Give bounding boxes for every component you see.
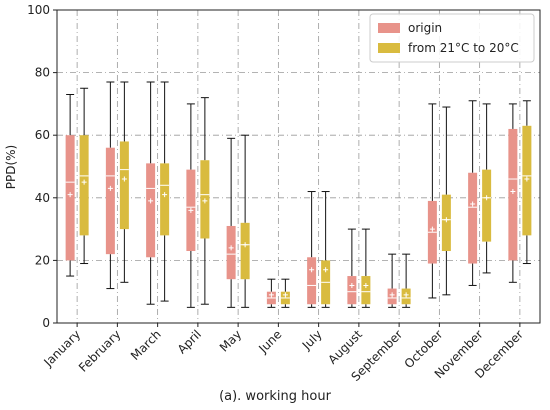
- y-tick-label: 40: [35, 191, 50, 205]
- box-iqr: [347, 276, 357, 305]
- box-origin: [307, 191, 317, 308]
- y-axis-label: PPD(%): [4, 145, 18, 189]
- box-origin: [427, 103, 437, 299]
- legend-label-origin: origin: [408, 21, 442, 35]
- x-tick-label: April: [175, 327, 204, 356]
- plot-frame: [56, 9, 541, 324]
- box-shifted: [361, 228, 371, 308]
- box-iqr: [146, 163, 156, 258]
- y-tick-label: 0: [42, 316, 50, 330]
- figure-caption: (a). working hour: [219, 389, 331, 404]
- x-tick-label: July: [299, 327, 325, 353]
- legend-label-shifted: from 21°C to 20°C: [408, 41, 519, 55]
- y-tick-label: 20: [35, 253, 50, 267]
- mean-marker: [107, 185, 113, 191]
- box-iqr: [482, 169, 492, 242]
- box-iqr: [307, 257, 317, 305]
- mean-marker: [228, 245, 234, 251]
- mean-marker: [349, 282, 355, 288]
- box-iqr: [79, 135, 89, 236]
- legend-swatch-origin: [378, 23, 400, 33]
- mean-marker: [282, 292, 288, 298]
- mean-marker: [309, 267, 315, 273]
- mean-marker: [443, 217, 449, 223]
- box-origin: [65, 94, 75, 277]
- x-tick-label: May: [217, 327, 244, 354]
- box-iqr: [226, 225, 236, 280]
- legend: origin from 21°C to 20°C: [369, 13, 535, 63]
- box-origin: [266, 278, 276, 308]
- x-tick-label: August: [325, 327, 365, 367]
- box-origin: [186, 103, 196, 308]
- mean-marker: [323, 267, 329, 273]
- box-origin: [508, 103, 518, 283]
- legend-box: [369, 13, 535, 63]
- box-shifted: [240, 134, 250, 308]
- mean-marker: [188, 207, 194, 213]
- box-iqr: [105, 147, 115, 255]
- mean-marker: [148, 198, 154, 204]
- box-iqr: [508, 128, 518, 261]
- y-tick-label: 80: [35, 66, 50, 80]
- mean-marker: [242, 242, 248, 248]
- box-origin: [347, 228, 357, 308]
- box-iqr: [441, 194, 451, 252]
- box-shifted: [79, 87, 89, 265]
- y-tick-label: 100: [27, 3, 50, 17]
- box-iqr: [160, 163, 170, 236]
- box-iqr: [468, 172, 478, 264]
- box-origin: [387, 253, 397, 308]
- mean-marker: [470, 201, 476, 207]
- mean-marker: [510, 189, 516, 195]
- box-shifted: [522, 100, 532, 265]
- mean-marker: [429, 226, 435, 232]
- mean-marker: [268, 292, 274, 298]
- box-shifted: [280, 278, 290, 308]
- x-tick-label: June: [255, 327, 284, 356]
- box-shifted: [441, 106, 451, 296]
- mean-marker: [162, 192, 168, 198]
- box-iqr: [119, 141, 129, 230]
- box-shifted: [200, 97, 210, 305]
- mean-marker: [363, 282, 369, 288]
- mean-marker: [389, 292, 395, 298]
- mean-marker: [484, 195, 490, 201]
- box-origin: [226, 137, 236, 308]
- box-layer: [65, 81, 532, 308]
- x-tick-label: February: [76, 327, 124, 375]
- box-iqr: [65, 135, 75, 261]
- box-origin: [146, 81, 156, 305]
- y-tick-label: 60: [35, 128, 50, 142]
- box-iqr: [361, 276, 371, 305]
- box-shifted: [401, 253, 411, 308]
- mean-marker: [202, 198, 208, 204]
- mean-marker: [121, 176, 127, 182]
- box-origin: [105, 81, 115, 290]
- box-shifted: [160, 81, 170, 302]
- mean-marker: [524, 176, 530, 182]
- x-tick-label: March: [128, 327, 164, 363]
- box-shifted: [119, 81, 129, 283]
- box-origin: [468, 100, 478, 286]
- box-iqr: [240, 222, 250, 280]
- mean-marker: [81, 179, 87, 185]
- mean-marker: [403, 292, 409, 298]
- legend-swatch-shifted: [378, 43, 400, 53]
- box-shifted: [482, 103, 492, 274]
- box-shifted: [321, 191, 331, 308]
- mean-marker: [67, 192, 73, 198]
